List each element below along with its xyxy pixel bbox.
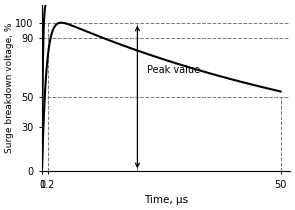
Y-axis label: Surge breakdown voltage, %: Surge breakdown voltage, % <box>5 23 14 153</box>
X-axis label: Time, μs: Time, μs <box>144 195 188 205</box>
Text: Peak value: Peak value <box>147 65 200 75</box>
